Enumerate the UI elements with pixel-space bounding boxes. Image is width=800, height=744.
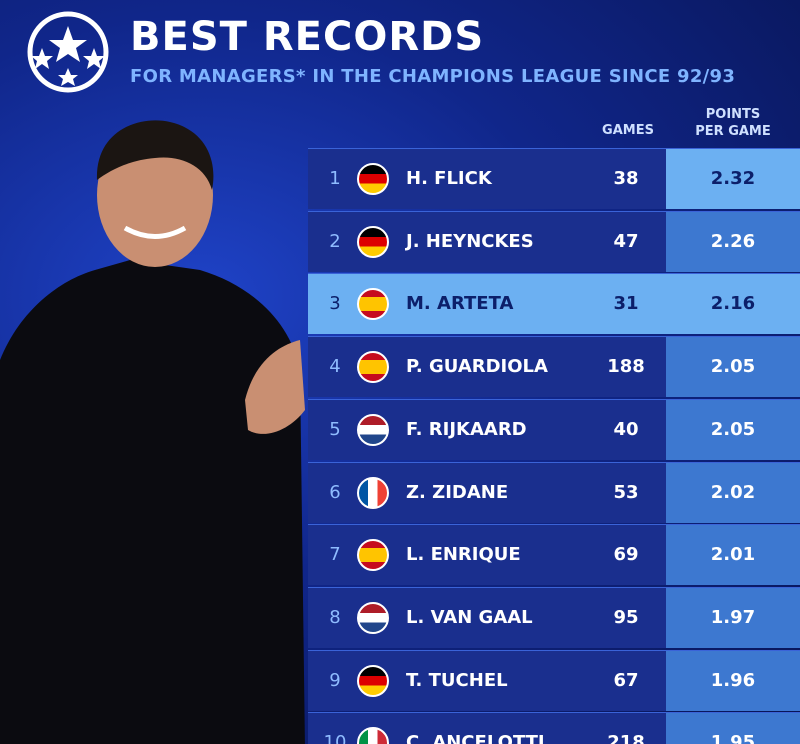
table-row: 3 M. ARTETA 31 2.16 (308, 273, 800, 335)
flag (357, 413, 389, 446)
rank: 6 (329, 481, 341, 503)
flag (357, 476, 389, 509)
games: 95 (613, 606, 639, 628)
flag (357, 288, 389, 321)
manager-photo (0, 120, 305, 744)
rank: 8 (329, 606, 341, 628)
games: 69 (613, 544, 639, 566)
points-per-game: 2.26 (666, 211, 800, 272)
rank: 10 (323, 732, 347, 744)
games: 40 (613, 418, 639, 440)
subtitle: FOR MANAGERS* IN THE CHAMPIONS LEAGUE SI… (130, 66, 736, 87)
table-row: 8 L. VAN GAAL 95 1.97 (308, 586, 800, 648)
flag (357, 163, 389, 195)
table-row: 1 H. FLICK 38 2.32 (308, 148, 800, 209)
table-row: 5 F. RIJKAARD 40 2.05 (308, 398, 800, 460)
column-header: POINTS PER GAME (695, 107, 771, 139)
points-per-game: 1.97 (666, 587, 800, 648)
manager-name: H. FLICK (406, 168, 492, 189)
rank: 7 (329, 544, 341, 566)
column-header: GAMES (602, 123, 654, 138)
points-per-game: 1.95 (666, 713, 800, 744)
games: 218 (607, 732, 645, 744)
points-per-game: 2.32 (666, 149, 800, 209)
table-row: 4 P. GUARDIOLA 188 2.05 (308, 336, 800, 398)
rank: 5 (329, 418, 341, 440)
manager-name: J. HEYNCKES (406, 230, 534, 252)
flag (357, 601, 389, 634)
rank: 3 (329, 293, 341, 315)
points-per-game: 2.05 (666, 399, 800, 460)
table-row: 6 Z. ZIDANE 53 2.02 (308, 461, 800, 523)
title: BEST RECORDS (130, 14, 485, 60)
points-per-game: 2.02 (666, 462, 800, 523)
rank: 1 (329, 168, 341, 189)
manager-name: M. ARTETA (406, 293, 514, 315)
games: 47 (613, 230, 639, 252)
manager-name: Z. ZIDANE (406, 481, 509, 503)
points-per-game: 1.96 (666, 650, 800, 711)
games: 31 (613, 293, 639, 315)
manager-name: T. TUCHEL (406, 669, 508, 691)
table-row: 10 C. ANCELOTTI 218 1.95 (308, 712, 800, 744)
manager-name: C. ANCELOTTI (406, 732, 545, 744)
points-per-game: 2.16 (710, 293, 756, 315)
rank: 4 (329, 356, 341, 378)
manager-name: L. ENRIQUE (406, 544, 521, 566)
rank: 2 (329, 230, 341, 252)
games: 188 (607, 356, 645, 378)
manager-name: L. VAN GAAL (406, 606, 533, 628)
flag (357, 351, 389, 384)
points-per-game: 2.01 (666, 525, 800, 586)
manager-name: F. RIJKAARD (406, 418, 527, 440)
table-row: 9 T. TUCHEL 67 1.96 (308, 649, 800, 711)
flag (357, 539, 389, 572)
flag (357, 727, 389, 744)
games: 38 (613, 168, 639, 189)
games: 53 (613, 481, 639, 503)
games: 67 (613, 669, 639, 691)
logo (27, 11, 109, 93)
flag (357, 664, 389, 697)
flag (357, 225, 389, 258)
table-row: 7 L. ENRIQUE 69 2.01 (308, 524, 800, 586)
points-per-game: 2.05 (666, 337, 800, 398)
rank: 9 (329, 669, 341, 691)
table-row: 2 J. HEYNCKES 47 2.26 (308, 210, 800, 272)
manager-name: P. GUARDIOLA (406, 356, 548, 378)
